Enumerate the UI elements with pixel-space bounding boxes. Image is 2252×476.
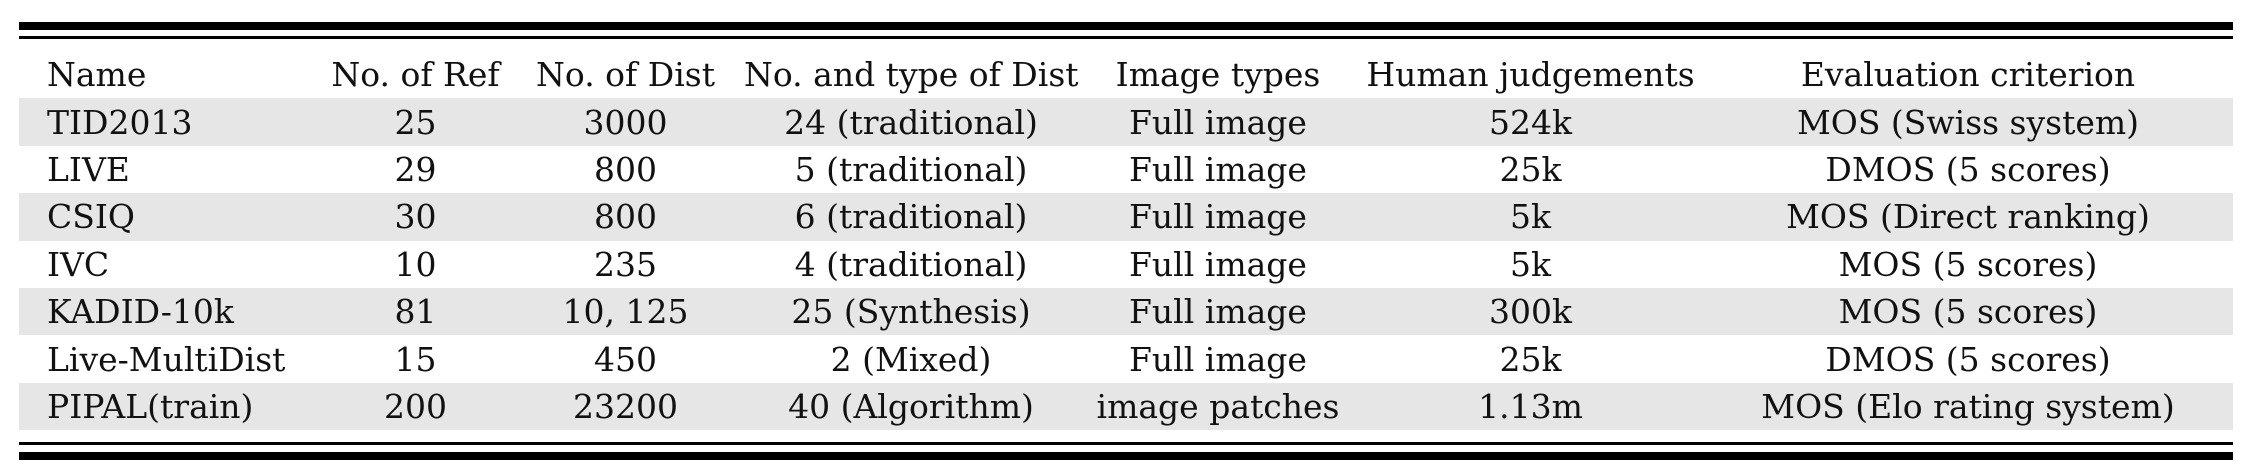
cell-dist-type: 5 (traditional) bbox=[794, 149, 1028, 189]
cell-no-of-dist: 3000 bbox=[507, 98, 744, 146]
cell-name: Live-MultiDist bbox=[47, 339, 286, 379]
cell-no-of-dist: 235 bbox=[594, 244, 657, 284]
table-row: IVC 10 235 4 (traditional) Full image 5k… bbox=[19, 241, 2233, 288]
cell-image-types: Full image bbox=[1129, 149, 1307, 189]
cell-evaluation-criterion: MOS (Swiss system) bbox=[1703, 98, 2233, 146]
bottom-thick-rule bbox=[19, 452, 2233, 460]
table-row: KADID-10k 81 10, 125 25 (Synthesis) Full… bbox=[19, 287, 2233, 336]
cell-no-of-ref: 200 bbox=[324, 382, 507, 431]
header-no-of-dist: No. of Dist bbox=[536, 55, 715, 95]
cell-no-of-dist: 23200 bbox=[507, 382, 744, 431]
table-row: PIPAL(train) 200 23200 40 (Algorithm) im… bbox=[19, 382, 2233, 431]
cell-image-types: Full image bbox=[1078, 98, 1358, 146]
cell-human-judgements: 25k bbox=[1499, 149, 1562, 189]
header-no-of-ref: No. of Ref bbox=[331, 55, 500, 95]
cell-no-of-ref: 30 bbox=[324, 193, 507, 241]
cell-no-of-ref: 29 bbox=[394, 149, 437, 189]
bottom-thin-rule bbox=[19, 442, 2233, 445]
cell-evaluation-criterion: MOS (Direct ranking) bbox=[1703, 193, 2233, 241]
cell-name: LIVE bbox=[47, 149, 130, 189]
cell-name: KADID-10k bbox=[19, 287, 324, 336]
cell-dist-type: 24 (traditional) bbox=[744, 98, 1078, 146]
cell-evaluation-criterion: MOS (5 scores) bbox=[1838, 244, 2098, 284]
cell-no-of-ref: 25 bbox=[324, 98, 507, 146]
table-row: TID2013 25 3000 24 (traditional) Full im… bbox=[19, 98, 2233, 146]
cell-no-of-dist: 800 bbox=[594, 149, 657, 189]
table-header-row: Name No. of Ref No. of Dist No. and type… bbox=[19, 51, 2233, 98]
cell-evaluation-criterion: MOS (5 scores) bbox=[1703, 287, 2233, 336]
cell-image-types: Full image bbox=[1129, 339, 1307, 379]
cell-dist-type: 25 (Synthesis) bbox=[744, 287, 1078, 336]
cell-evaluation-criterion: MOS (Elo rating system) bbox=[1703, 382, 2233, 431]
cell-human-judgements: 5k bbox=[1510, 244, 1551, 284]
table-row: CSIQ 30 800 6 (traditional) Full image 5… bbox=[19, 193, 2233, 241]
cell-name: CSIQ bbox=[19, 193, 324, 241]
cell-no-of-ref: 81 bbox=[324, 287, 507, 336]
header-human-judgements: Human judgements bbox=[1366, 55, 1695, 95]
cell-human-judgements: 1.13m bbox=[1358, 382, 1703, 431]
cell-no-of-dist: 800 bbox=[507, 193, 744, 241]
iqa-dataset-table: Name No. of Ref No. of Dist No. and type… bbox=[19, 51, 2233, 431]
header-evaluation-criterion: Evaluation criterion bbox=[1800, 55, 2136, 95]
cell-image-types: Full image bbox=[1078, 193, 1358, 241]
cell-human-judgements: 5k bbox=[1358, 193, 1703, 241]
cell-no-of-ref: 15 bbox=[394, 339, 437, 379]
cell-no-of-dist: 10, 125 bbox=[507, 287, 744, 336]
cell-human-judgements: 524k bbox=[1358, 98, 1703, 146]
cell-image-types: Full image bbox=[1078, 287, 1358, 336]
cell-image-types: Full image bbox=[1129, 244, 1307, 284]
cell-dist-type: 40 (Algorithm) bbox=[744, 382, 1078, 431]
header-name: Name bbox=[47, 55, 147, 95]
cell-dist-type: 6 (traditional) bbox=[744, 193, 1078, 241]
cell-evaluation-criterion: DMOS (5 scores) bbox=[1825, 339, 2111, 379]
table-row: LIVE 29 800 5 (traditional) Full image 2… bbox=[19, 146, 2233, 193]
cell-dist-type: 4 (traditional) bbox=[794, 244, 1028, 284]
top-thin-rule bbox=[19, 36, 2233, 39]
cell-image-types: image patches bbox=[1078, 382, 1358, 431]
cell-name: PIPAL(train) bbox=[19, 382, 324, 431]
cell-dist-type: 2 (Mixed) bbox=[830, 339, 992, 379]
cell-evaluation-criterion: DMOS (5 scores) bbox=[1825, 149, 2111, 189]
cell-human-judgements: 300k bbox=[1358, 287, 1703, 336]
top-thick-rule bbox=[19, 22, 2233, 30]
cell-name: IVC bbox=[47, 244, 110, 284]
cell-no-of-dist: 450 bbox=[594, 339, 657, 379]
cell-human-judgements: 25k bbox=[1499, 339, 1562, 379]
cell-name: TID2013 bbox=[19, 98, 324, 146]
cell-no-of-ref: 10 bbox=[394, 244, 437, 284]
table-row: Live-MultiDist 15 450 2 (Mixed) Full ima… bbox=[19, 335, 2233, 382]
header-no-and-type-of-dist: No. and type of Dist bbox=[744, 55, 1079, 95]
header-image-types: Image types bbox=[1115, 55, 1321, 95]
